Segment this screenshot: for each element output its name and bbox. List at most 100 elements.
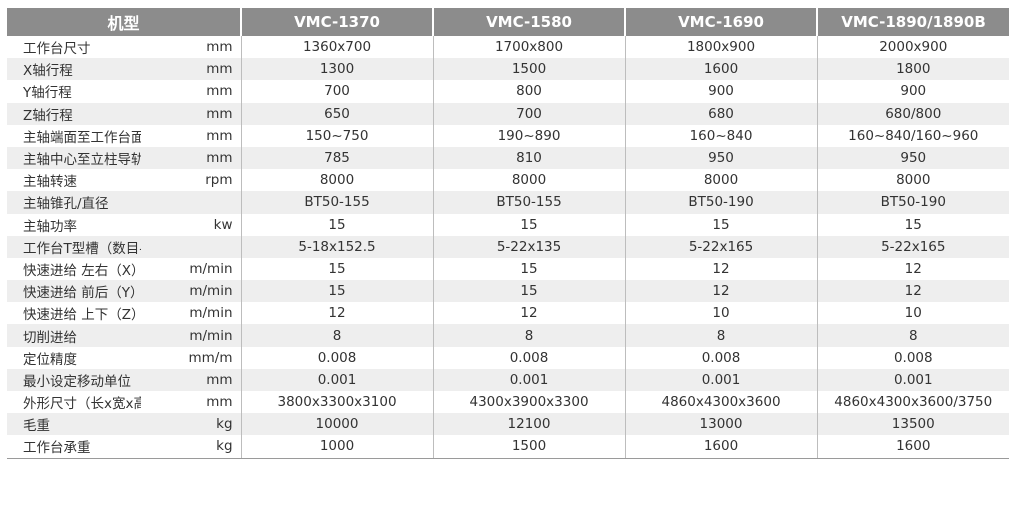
param-label: 工作台T型槽（数目-尺寸x间距） <box>7 235 141 258</box>
unit-label: mm <box>141 102 242 125</box>
spec-value: 8 <box>624 324 818 347</box>
spec-value: 12 <box>624 257 818 281</box>
spec-value: 2000x900 <box>816 36 1010 59</box>
spec-value: 12 <box>816 280 1010 303</box>
spec-value: 1800 <box>816 58 1010 81</box>
param-label: Z轴行程 <box>7 102 141 125</box>
param-label: 主轴转速 <box>23 174 77 191</box>
spec-value: 10 <box>816 302 1010 325</box>
spec-value: 0.008 <box>816 346 1010 369</box>
spec-value: BT50-155 <box>240 191 434 214</box>
spec-value: 0.008 <box>240 346 434 369</box>
spec-value: 15 <box>432 213 626 236</box>
unit-label: mm <box>206 127 233 144</box>
spec-value: 1600 <box>624 58 818 81</box>
table-row: 切削进给 m/min 8 8 8 8 <box>7 324 1010 347</box>
spec-value: 800 <box>432 80 626 103</box>
spec-value: 3800x3300x3100 <box>240 391 434 414</box>
unit-label: m/min <box>141 280 242 303</box>
param-label: 定位精度 <box>23 351 77 368</box>
param-label: 主轴中心至立柱导轨面距离 <box>7 146 141 170</box>
spec-value: 0.001 <box>624 368 818 391</box>
table-row: 工作台T型槽（数目-尺寸x间距）5-18x152.55-22x1355-22x1… <box>7 235 1010 258</box>
spec-value: 8 <box>816 324 1010 347</box>
spec-value: BT50-190 <box>624 191 818 214</box>
table-row: 主轴锥孔/直径 BT50-155 BT50-155 BT50-190 BT50-190 <box>7 191 1010 214</box>
spec-value: 5-22x135 <box>432 235 626 258</box>
spec-value: 5-22x165 <box>816 235 1010 258</box>
spec-body: 工作台尺寸 mm 1360x700 1700x800 1800x900 2000x900 X… <box>7 36 1010 459</box>
spec-value: 160~840/160~960 <box>816 124 1010 147</box>
unit-label: mm <box>141 146 242 170</box>
spec-value: 1000 <box>240 435 434 459</box>
spec-value: 12 <box>432 302 626 325</box>
spec-value: 900 <box>816 80 1010 103</box>
param-label: 工作台承重 <box>7 435 141 459</box>
spec-value: 1500 <box>432 58 626 81</box>
unit-label: kg <box>141 413 242 436</box>
spec-value: 8000 <box>240 169 434 192</box>
model-header: VMC-1580 <box>432 8 626 36</box>
spec-value: 650 <box>240 102 434 125</box>
spec-value: 785 <box>240 146 434 170</box>
table-row: Y轴行程 mm 700 800 900 900 <box>7 80 1010 103</box>
spec-value: 1700x800 <box>432 36 626 59</box>
param-label: 工作台尺寸 <box>23 41 91 58</box>
spec-value: 15 <box>240 280 434 303</box>
spec-value: 4300x3900x3300 <box>432 391 626 414</box>
param-label: 快速进给 左右（X） <box>23 262 141 279</box>
param-label: 快速进给 前后（Y） <box>7 280 141 303</box>
spec-value: 15 <box>240 213 434 236</box>
spec-value: 0.008 <box>624 346 818 369</box>
table-row: 快速进给 左右（X） m/min 15 15 12 12 <box>7 257 1010 281</box>
spec-value: 1500 <box>432 435 626 459</box>
model-header-label: 机型 <box>7 8 242 36</box>
unit-label: mm <box>206 394 233 411</box>
spec-value: 12 <box>816 257 1010 281</box>
spec-value: 15 <box>624 213 818 236</box>
spec-value: 12 <box>624 280 818 303</box>
unit-label: mm <box>141 58 242 81</box>
spec-value: 0.008 <box>432 346 626 369</box>
spec-value: 1360x700 <box>240 36 434 59</box>
spec-value: 0.001 <box>816 368 1010 391</box>
model-header: VMC-1890/1890B <box>816 8 1010 36</box>
spec-value: 1800x900 <box>624 36 818 59</box>
model-header: VMC-1690 <box>624 8 818 36</box>
spec-value: 13500 <box>816 413 1010 436</box>
table-row: 工作台尺寸 mm 1360x700 1700x800 1800x900 2000x900 <box>7 36 1010 59</box>
spec-value: 12100 <box>432 413 626 436</box>
spec-value: 680 <box>624 102 818 125</box>
table-row: 毛重 kg 10000 12100 13000 13500 <box>7 413 1010 436</box>
table-row: 定位精度 mm/m 0.008 0.008 0.008 0.008 <box>7 346 1010 369</box>
param-label: X轴行程 <box>7 58 141 81</box>
spec-value: 5-22x165 <box>624 235 818 258</box>
spec-value: 1600 <box>624 435 818 459</box>
table-row: 外形尺寸（长x宽x高） mm 3800x3300x31004300x3900x330… <box>7 391 1010 414</box>
table-row: 工作台承重 kg 1000 1500 1600 1600 <box>7 435 1010 459</box>
spec-value: 12 <box>240 302 434 325</box>
unit-label: mm/m <box>188 349 233 366</box>
table-row: X轴行程 mm 1300 1500 1600 1800 <box>7 58 1010 81</box>
unit-label <box>141 235 242 258</box>
spec-value: 10000 <box>240 413 434 436</box>
spec-value: 15 <box>816 213 1010 236</box>
unit-label <box>141 191 242 214</box>
spec-value: 810 <box>432 146 626 170</box>
spec-value: 160~840 <box>624 124 818 147</box>
table-row: 主轴转速 rpm 8000 8000 8000 8000 <box>7 169 1010 192</box>
spec-value: 1300 <box>240 58 434 81</box>
model-header: VMC-1370 <box>240 8 434 36</box>
param-label: 外形尺寸（长x宽x高） <box>23 396 141 413</box>
param-label: 切削进给 <box>7 324 141 347</box>
spec-value: 1600 <box>816 435 1010 459</box>
unit-label: rpm <box>205 172 233 189</box>
unit-label: m/min <box>141 324 242 347</box>
spec-value: 8000 <box>432 169 626 192</box>
spec-value: 15 <box>432 280 626 303</box>
spec-value: 950 <box>624 146 818 170</box>
param-label: 快速进给 上下（Z） <box>23 307 141 324</box>
spec-value: 8 <box>432 324 626 347</box>
param-label: 主轴功率 <box>23 218 77 235</box>
spec-value: 150~750 <box>240 124 434 147</box>
